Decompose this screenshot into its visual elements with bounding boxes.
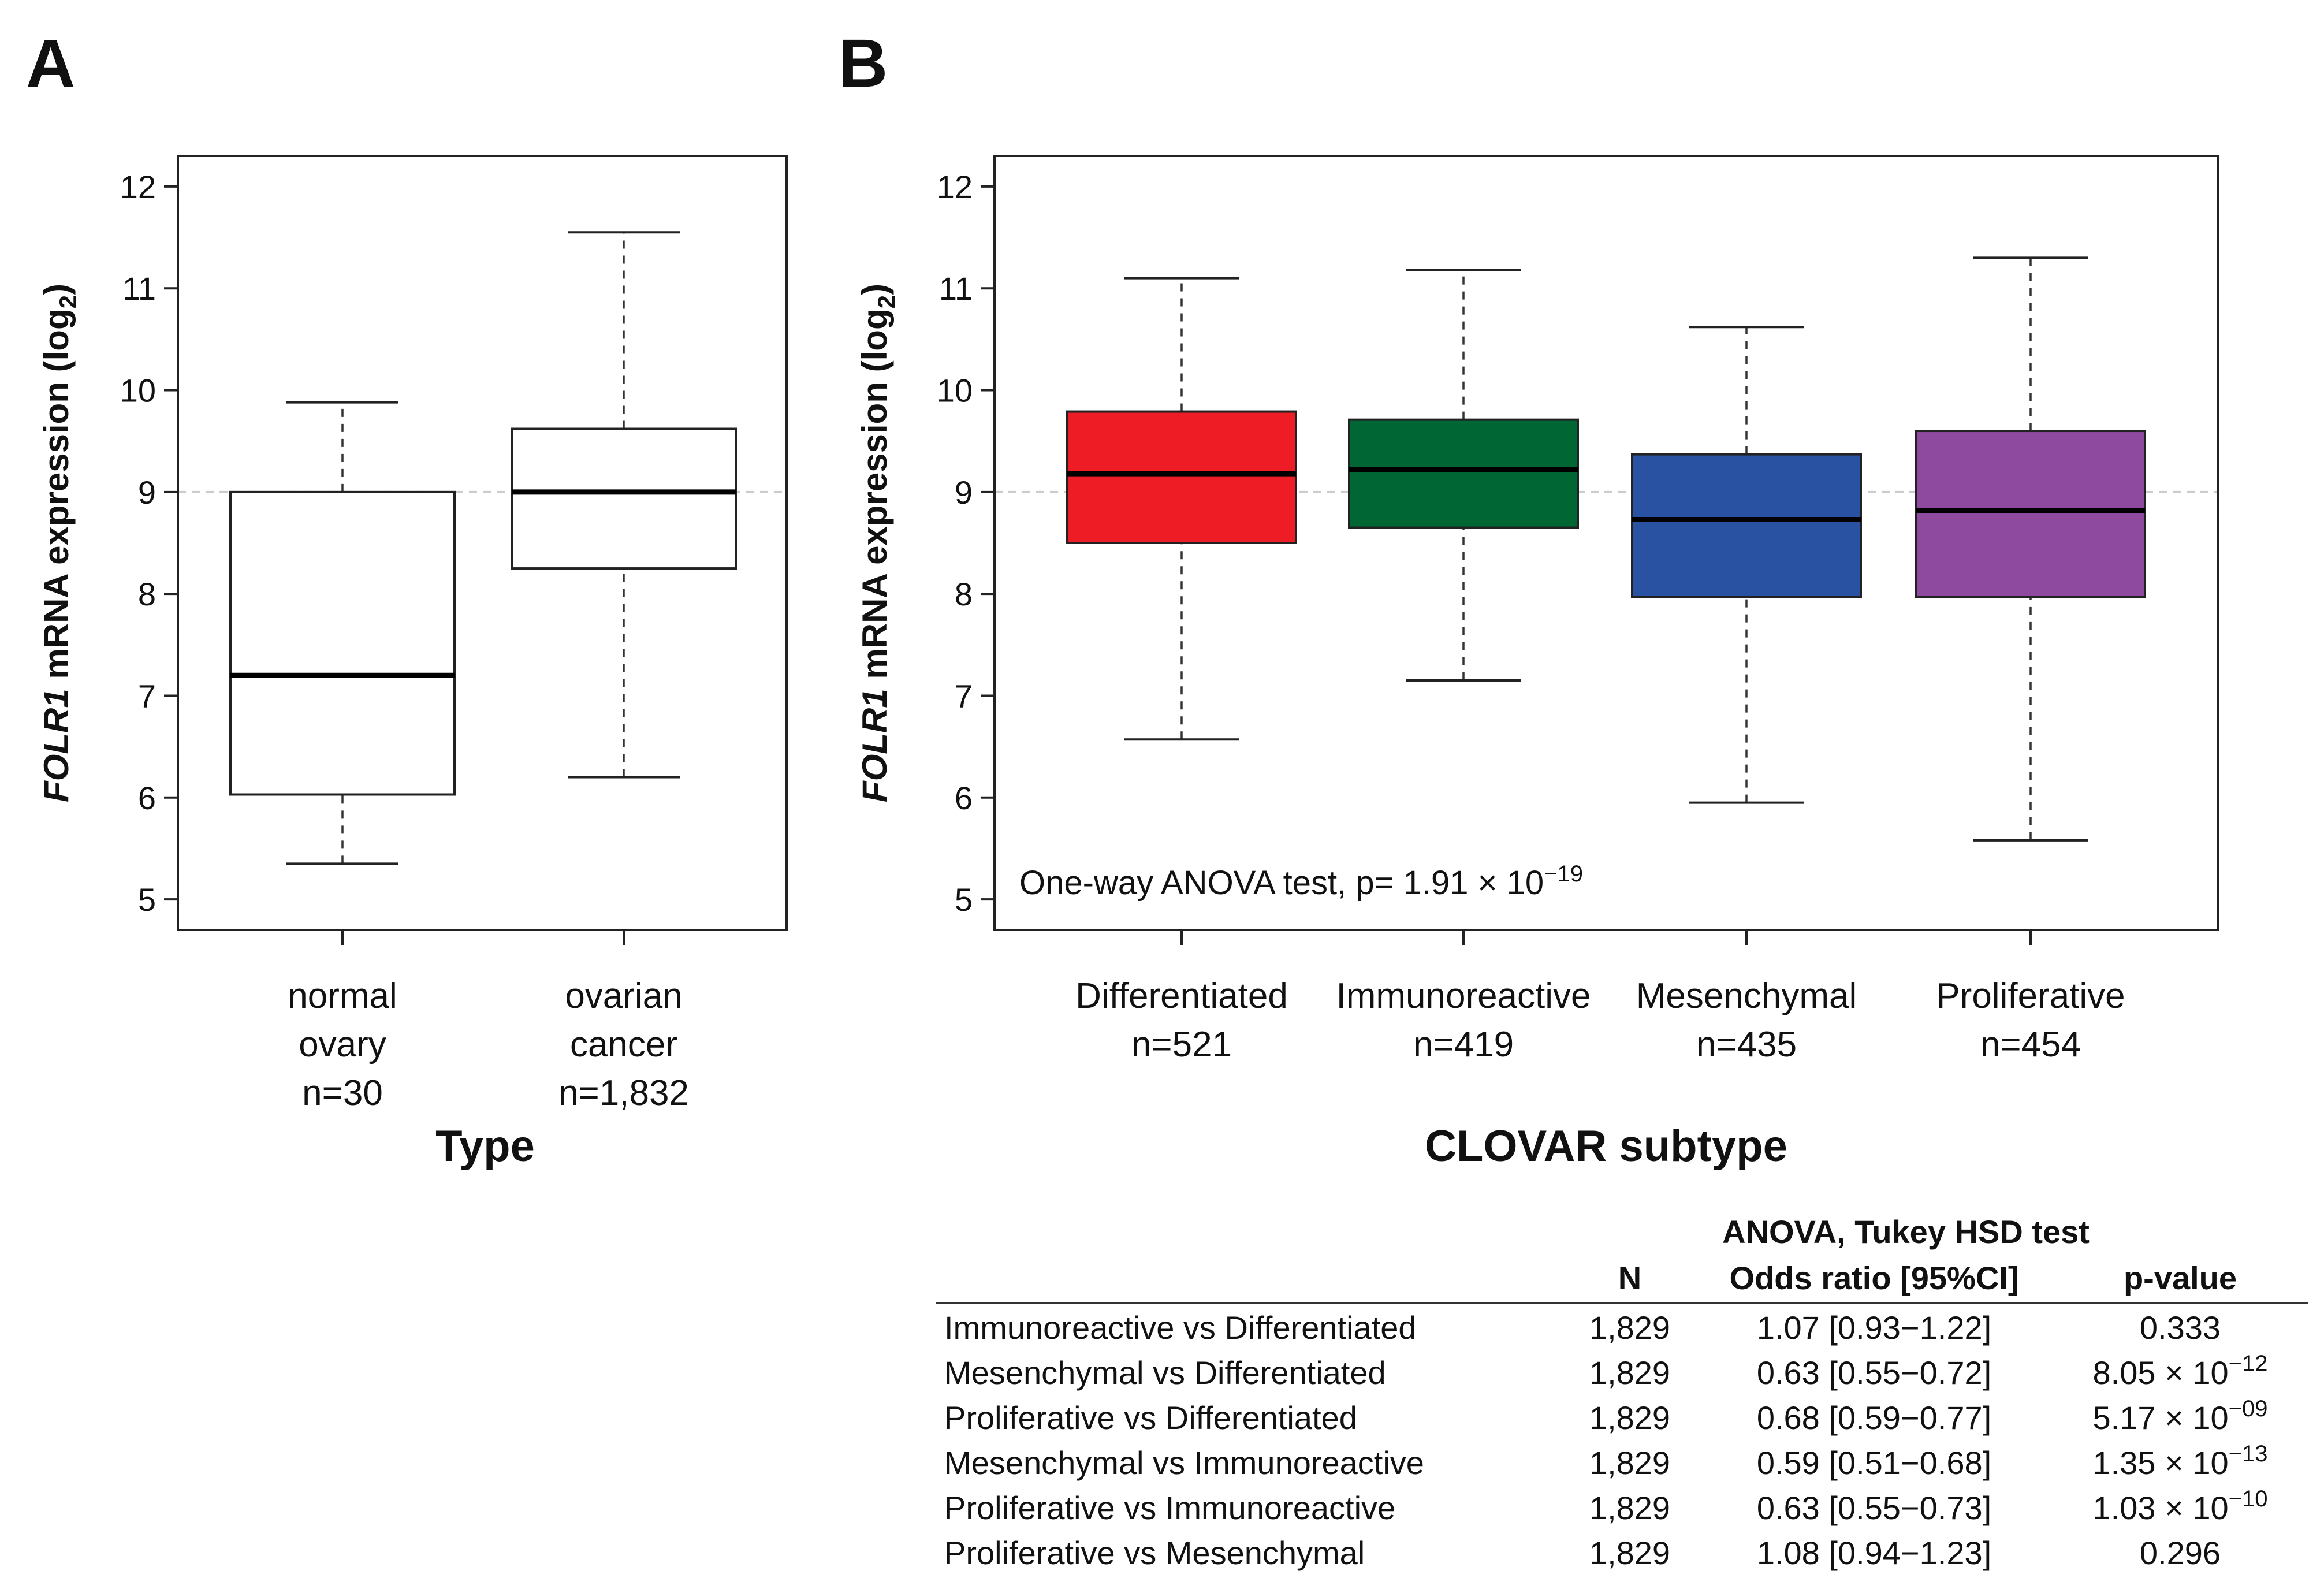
panel-a-y-axis-label-close: )	[37, 284, 76, 295]
panel-b-cat-2-label-line-2: n=419	[1413, 1025, 1514, 1065]
panel-b-cat-1-label-line-1: Differentiated	[1075, 976, 1288, 1016]
panel-b-ytick-label: 12	[937, 169, 973, 205]
panel-a-cat-1-label-line-3: n=30	[302, 1073, 383, 1113]
table-row-4-n: 1,829	[1589, 1445, 1670, 1481]
table-row-2-p-value: 8.05 × 10−12	[2093, 1351, 2268, 1391]
table-header-n: N	[1618, 1260, 1641, 1296]
table-row-1-n: 1,829	[1589, 1309, 1670, 1346]
table-row-3-odds-ratio: 0.68 [0.59−0.77]	[1757, 1400, 1991, 1436]
panel-a-plot-frame	[177, 155, 788, 931]
panel-a-label: A	[26, 25, 75, 102]
panel-b-cat-4-box	[1915, 430, 2146, 598]
panel-a-x-axis-title: Type	[435, 1122, 535, 1171]
panel-a-ytick-label: 9	[138, 474, 156, 511]
panel-b-y-axis-label: FOLR1 mRNA expression (log2)	[855, 284, 900, 802]
panel-a-cat-2-label-line-3: n=1,832	[558, 1073, 689, 1113]
table-row-4-p-value-exponent: −13	[2229, 1441, 2268, 1467]
panel-a-ytick-label: 11	[122, 270, 156, 307]
panel-b-ytick-label: 6	[955, 780, 973, 816]
table-row-3-n: 1,829	[1589, 1400, 1670, 1436]
panel-b-ytick-label: 11	[939, 270, 973, 307]
panel-b-cat-4-label-line-2: n=454	[1980, 1025, 2081, 1065]
panel-a-ytick-label: 5	[138, 881, 156, 918]
panel-a-cat-1-label-line-2: ovary	[299, 1025, 386, 1065]
table-row-5-odds-ratio: 0.63 [0.55−0.73]	[1757, 1490, 1991, 1526]
table-row-1-p-value: 0.333	[2140, 1309, 2221, 1346]
table-row-2-n: 1,829	[1589, 1354, 1670, 1391]
table-row-2-odds-ratio: 0.63 [0.55−0.72]	[1757, 1354, 1991, 1391]
table-row-4-comparison: Mesenchymal vs Immunoreactive	[944, 1445, 1424, 1481]
panel-b-ytick-label: 8	[955, 576, 973, 612]
panel-b-plot-frame	[993, 155, 2219, 931]
table-row-2-comparison: Mesenchymal vs Differentiated	[944, 1354, 1386, 1391]
panel-a-cat-2-label-line-2: cancer	[570, 1025, 677, 1065]
panel-a-ytick-label: 10	[120, 373, 156, 409]
panel-b-ytick-label: 10	[937, 373, 973, 409]
panel-b-anova-annotation: One-way ANOVA test, p= 1.91 × 10−19	[1019, 861, 1583, 902]
panel-b-ytick-label: 9	[955, 474, 973, 511]
panel-b-x-axis-title: CLOVAR subtype	[1425, 1122, 1787, 1171]
panel-a-ytick-label: 12	[120, 169, 156, 205]
panel-a-y-axis-label: FOLR1 mRNA expression (log2)	[37, 284, 81, 802]
panel-b-anova-exponent: −19	[1544, 861, 1583, 887]
table-row-4-p-value: 1.35 × 10−13	[2093, 1441, 2268, 1481]
panel-a-ytick-label: 7	[138, 678, 156, 714]
panel-b-ytick-label: 7	[955, 678, 973, 714]
table-row-3-p-value-base: 5.17 × 10	[2093, 1400, 2229, 1436]
table-row-6-p-value: 0.296	[2140, 1535, 2221, 1571]
panel-b-cat-3-box	[1631, 453, 1862, 598]
table-row-6-comparison: Proliferative vs Mesenchymal	[944, 1535, 1365, 1571]
panel-b-cat-1-box	[1066, 410, 1297, 544]
table-row-6-n: 1,829	[1589, 1535, 1670, 1571]
panel-a-ytick-label: 8	[138, 576, 156, 612]
table-row-4-odds-ratio: 0.59 [0.51−0.68]	[1757, 1445, 1991, 1481]
table-row-6-p-value-base: 0.296	[2140, 1535, 2221, 1571]
table-row-1-comparison: Immunoreactive vs Differentiated	[944, 1309, 1417, 1346]
panel-a-y-axis-label-gene: FOLR1	[37, 688, 76, 802]
table-row-1-odds-ratio: 1.07 [0.93−1.22]	[1757, 1309, 1991, 1346]
panel-b-label: B	[839, 25, 888, 102]
panel-b-cat-3-label-line-2: n=435	[1696, 1025, 1797, 1065]
panel-b-y-axis-label-text: mRNA expression (log	[855, 308, 894, 688]
panel-a-y-axis-label-sub: 2	[54, 295, 81, 308]
panel-b-cat-4-label-line-1: Proliferative	[1936, 976, 2125, 1016]
table-row-5-n: 1,829	[1589, 1490, 1670, 1526]
table-row-6-odds-ratio: 1.08 [0.94−1.23]	[1757, 1535, 1991, 1571]
panel-b-anova-text: One-way ANOVA test, p= 1.91 × 10	[1019, 864, 1544, 902]
table-row-3-comparison: Proliferative vs Differentiated	[944, 1400, 1357, 1436]
panel-a-cat-1-label-line-1: normal	[288, 976, 397, 1016]
table-row-5-comparison: Proliferative vs Immunoreactive	[944, 1490, 1395, 1526]
panel-a-cat-1-box	[229, 490, 456, 796]
table-row-5-p-value-base: 1.03 × 10	[2093, 1490, 2229, 1526]
panel-a-cat-2-box	[511, 427, 737, 570]
table-header-p-value: p-value	[2124, 1260, 2237, 1296]
table-header-odds-ratio: Odds ratio [95%CI]	[1730, 1260, 2019, 1296]
table-row-2-p-value-base: 8.05 × 10	[2093, 1354, 2229, 1391]
panel-b-cat-1-label-line-2: n=521	[1131, 1025, 1232, 1065]
panel-a-y-axis-label-text: mRNA expression (log	[37, 308, 76, 688]
table-row-3-p-value-exponent: −09	[2229, 1396, 2268, 1421]
table-row-4-p-value-base: 1.35 × 10	[2093, 1445, 2229, 1481]
table-row-3-p-value: 5.17 × 10−09	[2093, 1396, 2268, 1436]
panel-b-cat-2-box	[1348, 418, 1579, 529]
panel-b-cat-2-label-line-1: Immunoreactive	[1336, 976, 1591, 1016]
panel-a-ytick-label: 6	[138, 780, 156, 816]
table-row-5-p-value: 1.03 × 10−10	[2093, 1486, 2268, 1526]
panel-b-y-axis-label-close: )	[855, 284, 894, 295]
panel-b-cat-3-label-line-1: Mesenchymal	[1636, 976, 1857, 1016]
table-row-5-p-value-exponent: −10	[2229, 1486, 2268, 1512]
panel-b-ytick-label: 5	[955, 881, 973, 918]
panel-a-cat-2-label-line-1: ovarian	[565, 976, 682, 1016]
table-group-header: ANOVA, Tukey HSD test	[1722, 1214, 2090, 1250]
table-row-2-p-value-exponent: −12	[2229, 1351, 2268, 1376]
panel-b-y-axis-label-gene: FOLR1	[855, 688, 894, 802]
panel-b-y-axis-label-sub: 2	[873, 295, 900, 308]
table-row-1-p-value-base: 0.333	[2140, 1309, 2221, 1346]
